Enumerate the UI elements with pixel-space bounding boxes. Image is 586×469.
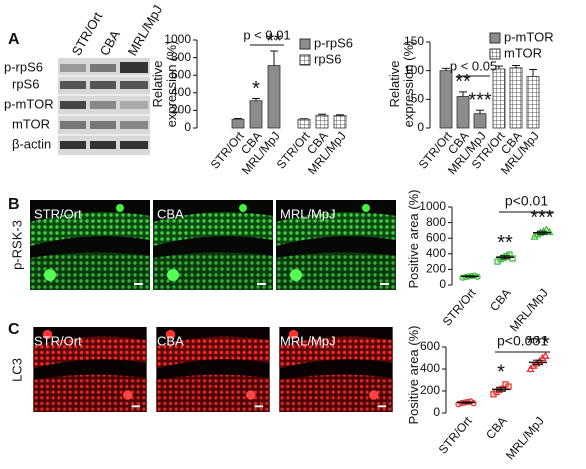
x-tick-label: STR/Ort [436, 413, 475, 456]
y-tick-label: 600 [171, 67, 191, 81]
panel-letter: B [8, 196, 20, 213]
micrograph-label: STR/Ort [34, 333, 82, 348]
bar [267, 65, 281, 129]
bar [509, 67, 523, 129]
x-tick-label: MRL/MpJ [507, 286, 551, 334]
blot [58, 58, 150, 155]
significance-label: p < 0.01 [243, 27, 290, 42]
legend-label: p-mTOR [504, 29, 554, 44]
y-tick-label: 600 [426, 230, 446, 244]
legend-label: mTOR [504, 45, 542, 60]
significance-star: ** [497, 232, 513, 254]
y-axis-label: Positive area (%) [406, 189, 421, 289]
data-point [541, 351, 550, 359]
y-tick-label: 800 [171, 50, 191, 64]
data-point [545, 227, 554, 236]
bar [526, 76, 540, 129]
y-tick-label: 200 [420, 383, 440, 397]
y-tick-label: 1000 [419, 199, 446, 213]
legend-swatch [489, 48, 501, 60]
significance-star: *** [526, 333, 550, 355]
legend-swatch [299, 54, 311, 66]
bar [297, 118, 311, 129]
y-axis-label: Positive area (%) [406, 325, 421, 425]
y-tick-label: 1000 [164, 32, 191, 46]
blot-row-label: rpS6 [12, 76, 39, 91]
significance-star: ** [266, 30, 282, 52]
significance-star: * [497, 362, 505, 384]
legend-swatch [299, 38, 311, 50]
y-tick-label: 0 [417, 120, 424, 134]
significance-star: * [252, 78, 260, 100]
micrograph-label: CBA [157, 206, 184, 221]
y-axis-label: Relative expression (%) [150, 40, 179, 128]
bar [315, 114, 329, 129]
data-point [459, 274, 466, 281]
y-tick-label: 200 [426, 262, 446, 276]
significance-label: p<0.001 [497, 333, 548, 349]
bar [473, 113, 487, 129]
significance-star: *** [468, 90, 492, 112]
micrograph-label: MRL/MpJ [280, 333, 336, 348]
legend-swatch [489, 32, 501, 44]
x-tick-label: CBA [487, 286, 514, 314]
legend-label: rpS6 [314, 51, 341, 66]
bar [439, 70, 453, 129]
y-tick-label: 200 [171, 103, 191, 117]
significance-star: ** [455, 71, 471, 93]
blot-row-label: β-actin [12, 136, 51, 151]
y-tick-label: 0 [433, 405, 440, 419]
bar [333, 115, 347, 129]
bar [456, 96, 470, 129]
blot-row-label: p-mTOR [4, 96, 54, 111]
y-tick-label: 600 [420, 339, 440, 353]
micrograph-row-label: LC3 [9, 358, 24, 382]
x-tick-label: CBA [483, 414, 510, 442]
micrograph-row-label: p-RSK-3 [9, 220, 24, 270]
significance-label: p < 0.05 [450, 58, 497, 73]
y-tick-label: 0 [439, 277, 446, 291]
y-tick-label: 50 [411, 92, 425, 106]
y-tick-label: 0 [184, 120, 191, 134]
x-tick-label: STR/Ort [440, 285, 479, 328]
legend-label: p-rpS6 [314, 35, 353, 50]
y-tick-label: 100 [404, 63, 424, 77]
y-tick-label: 400 [420, 361, 440, 375]
significance-label: p<0.01 [505, 193, 548, 209]
bar [249, 100, 263, 129]
micrograph-label: MRL/MpJ [280, 206, 336, 221]
panel-letter: C [8, 321, 20, 338]
micrograph-label: STR/Ort [34, 206, 82, 221]
y-axis-label: Relative expression (%) [387, 40, 416, 128]
y-tick-label: 800 [426, 215, 446, 229]
y-tick-label: 400 [171, 85, 191, 99]
micrograph-label: CBA [157, 333, 184, 348]
significance-star: *** [530, 207, 554, 229]
x-tick-label: MRL/MpJ [503, 414, 547, 462]
blot-column-label: CBA [97, 27, 124, 58]
bar [231, 118, 245, 129]
panel-letter: A [8, 31, 20, 48]
y-tick-label: 400 [426, 246, 446, 260]
blot-row-label: mTOR [12, 116, 50, 131]
blot-row-label: p-rpS6 [4, 59, 43, 74]
y-tick-label: 150 [404, 34, 424, 48]
data-point [455, 401, 462, 408]
bar [492, 68, 506, 129]
